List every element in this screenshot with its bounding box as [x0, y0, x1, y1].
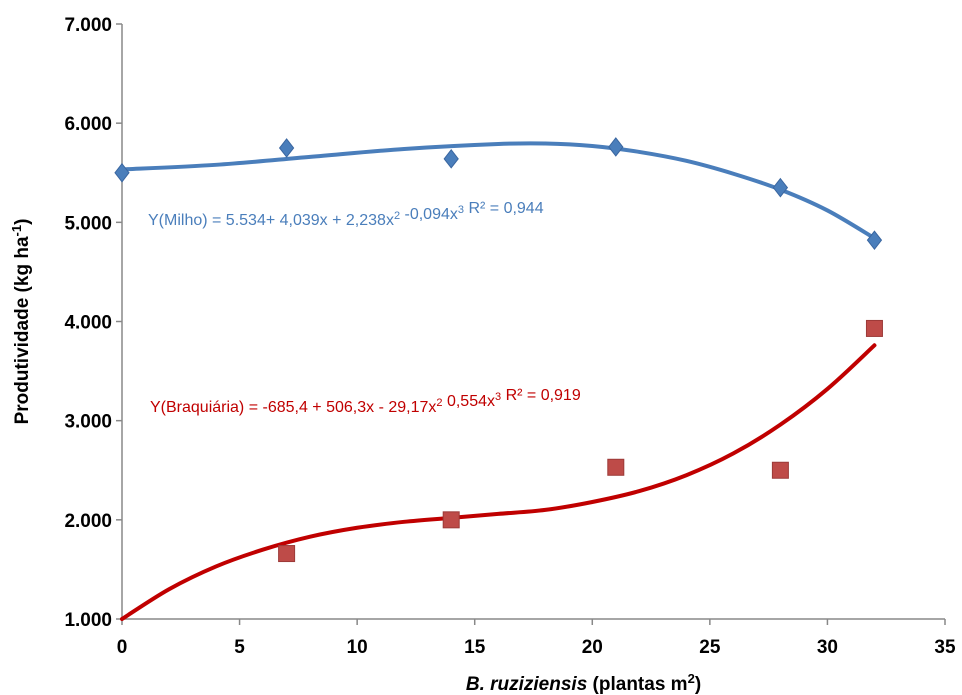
milho-point — [608, 137, 624, 157]
braquiaria-point — [865, 319, 883, 337]
equation-text: R² = 0,919 — [501, 387, 581, 404]
axis-title-group: B. ruziziensis (plantas m2) Produtividad… — [9, 219, 701, 695]
equation-group: Y(Milho) = 5.534+ 4,039x + 2,238x2 -0,09… — [148, 200, 581, 416]
y-tick-label: 5.000 — [64, 213, 112, 234]
chart-axes — [121, 24, 945, 620]
x-tick-label: 20 — [582, 637, 603, 658]
x-axis-title-end: ) — [695, 674, 701, 695]
braquiaria-trendline — [120, 343, 877, 621]
braquiaria-point — [442, 511, 460, 529]
braquiaria-equation: Y(Braquiária) = -685,4 + 506,3x - 29,17x… — [150, 387, 581, 416]
milho-equation: Y(Milho) = 5.534+ 4,039x + 2,238x2 -0,09… — [148, 200, 544, 229]
x-tick-label: 35 — [934, 637, 956, 658]
equation-superscript: 2 — [394, 210, 400, 222]
y-axis-title: Produtividade (kg ha-1) — [9, 219, 33, 425]
x-axis-title-text: (plantas m — [587, 674, 687, 695]
equation-superscript: 3 — [495, 391, 501, 403]
y-axis-title-sup: -1 — [9, 225, 24, 237]
milho-point — [443, 149, 459, 169]
equation-text: -0,094x — [400, 206, 458, 223]
y-tick-label: 3.000 — [64, 412, 112, 433]
x-tick-label: 30 — [817, 637, 838, 658]
braquiaria-point — [607, 458, 625, 476]
y-tick-label: 1.000 — [64, 610, 112, 631]
braquiaria-point — [771, 461, 789, 479]
milho-point — [114, 162, 130, 183]
x-axis-title-sup: 2 — [688, 671, 695, 686]
equation-superscript: 2 — [436, 397, 442, 409]
x-tick-label: 0 — [117, 637, 128, 658]
equation-text: R² = 0,944 — [464, 200, 544, 217]
y-tick-label: 7.000 — [64, 15, 112, 36]
milho-point — [772, 177, 789, 198]
x-tick-label: 5 — [234, 637, 245, 658]
equation-text: Y(Braquiária) = -685,4 + 506,3x - 29,17x — [150, 399, 436, 416]
x-tick-label: 15 — [464, 637, 486, 658]
y-tick-label: 4.000 — [64, 313, 112, 334]
x-tick-label: 10 — [347, 637, 368, 658]
x-axis-title: B. ruziziensis (plantas m2) — [466, 671, 701, 695]
tick-group: 1.000 2.000 3.000 4.000 5.000 6.000 7.000 0 5 10 1… — [64, 15, 956, 658]
y-tick-label: 6.000 — [64, 114, 112, 135]
y-tick-label: 2.000 — [64, 511, 112, 532]
y-axis-title-end: ) — [12, 219, 33, 225]
x-axis-title-italic: B. ruziziensis — [466, 674, 587, 695]
braquiaria-point — [278, 545, 296, 563]
x-tick-label: 25 — [699, 637, 721, 658]
equation-superscript: 3 — [458, 204, 464, 216]
marker-group — [114, 137, 883, 563]
y-axis-title-text: Produtividade (kg ha — [12, 236, 33, 424]
equation-text: Y(Milho) = 5.534+ 4,039x + 2,238x — [148, 212, 394, 229]
milho-point — [866, 230, 883, 250]
milho-point — [278, 138, 295, 158]
equation-text: 0,554x — [443, 393, 495, 410]
